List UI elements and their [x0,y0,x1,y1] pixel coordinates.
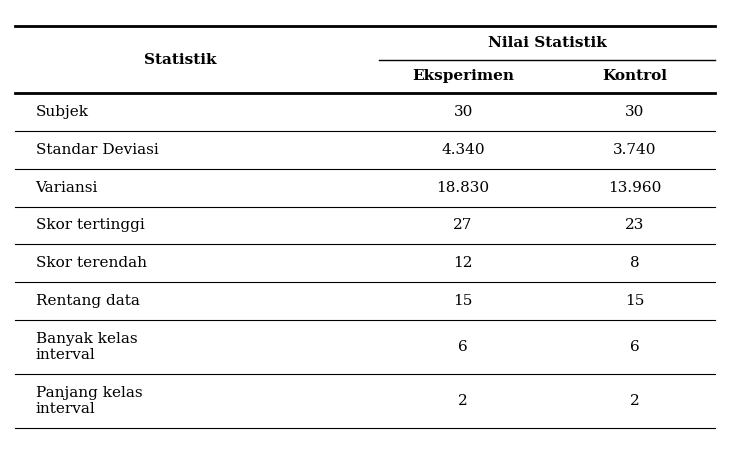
Text: 12: 12 [453,256,473,270]
Text: 6: 6 [630,340,639,354]
Text: 30: 30 [625,105,645,119]
Text: 15: 15 [453,294,473,308]
Text: 2: 2 [458,394,468,408]
Text: Skor tertinggi: Skor tertinggi [36,218,145,233]
Text: 30: 30 [453,105,473,119]
Text: 3.740: 3.740 [613,143,656,157]
Text: 8: 8 [630,256,639,270]
Text: Rentang data: Rentang data [36,294,139,308]
Text: 27: 27 [453,218,473,233]
Text: 4.340: 4.340 [442,143,485,157]
Text: 6: 6 [458,340,468,354]
Text: Subjek: Subjek [36,105,88,119]
Text: Nilai Statistik: Nilai Statistik [488,36,607,50]
Text: 13.960: 13.960 [608,180,661,194]
Text: Variansi: Variansi [36,180,98,194]
Text: 15: 15 [625,294,645,308]
Text: Kontrol: Kontrol [602,69,667,83]
Text: 2: 2 [630,394,639,408]
Text: Statistik: Statistik [144,53,216,67]
Text: Skor terendah: Skor terendah [36,256,147,270]
Text: 18.830: 18.830 [437,180,490,194]
Text: Eksperimen: Eksperimen [412,69,514,83]
Text: Panjang kelas
interval: Panjang kelas interval [36,386,142,416]
Text: Standar Deviasi: Standar Deviasi [36,143,158,157]
Text: 23: 23 [625,218,645,233]
Text: Banyak kelas
interval: Banyak kelas interval [36,332,137,362]
